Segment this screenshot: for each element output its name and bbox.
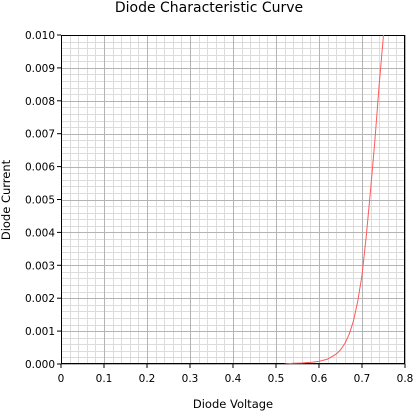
y-axis-label: Diode Current (0, 159, 13, 240)
x-tick-label: 0.1 (96, 373, 113, 385)
y-tick-label: 0.000 (25, 359, 55, 371)
x-tick-label: 0.3 (182, 373, 199, 385)
y-tick-label: 0.003 (25, 260, 55, 272)
y-tick-label: 0.001 (25, 326, 55, 338)
x-tick-label: 0.5 (268, 373, 285, 385)
y-tick-label: 0.005 (25, 195, 55, 207)
y-tick-label: 0.006 (25, 162, 55, 174)
x-tick-label: 0.7 (354, 373, 371, 385)
x-tick-label: 0.6 (311, 373, 328, 385)
chart-title: Diode Characteristic Curve (115, 0, 303, 16)
x-axis-ticks: 0 0.1 0.2 0.3 0.4 0.5 0.6 0.7 0.8 (58, 364, 414, 385)
minor-grid (61, 35, 405, 364)
x-tick-label: 0.8 (397, 373, 414, 385)
x-axis-label: Diode Voltage (193, 397, 273, 411)
plot-frame (61, 35, 405, 364)
x-tick-label: 0.2 (139, 373, 156, 385)
x-tick-label: 0.4 (225, 373, 242, 385)
series-line-diode-current (284, 34, 384, 365)
y-tick-label: 0.007 (25, 129, 55, 141)
y-tick-label: 0.004 (25, 227, 55, 239)
y-axis-ticks: 0.000 0.001 0.002 0.003 0.004 0.005 0.006 0.007… (25, 30, 61, 371)
y-tick-label: 0.009 (25, 63, 55, 75)
y-tick-label: 0.002 (25, 293, 55, 305)
y-tick-label: 0.010 (25, 30, 55, 42)
y-tick-label: 0.008 (25, 96, 55, 108)
x-tick-label: 0 (58, 373, 65, 385)
